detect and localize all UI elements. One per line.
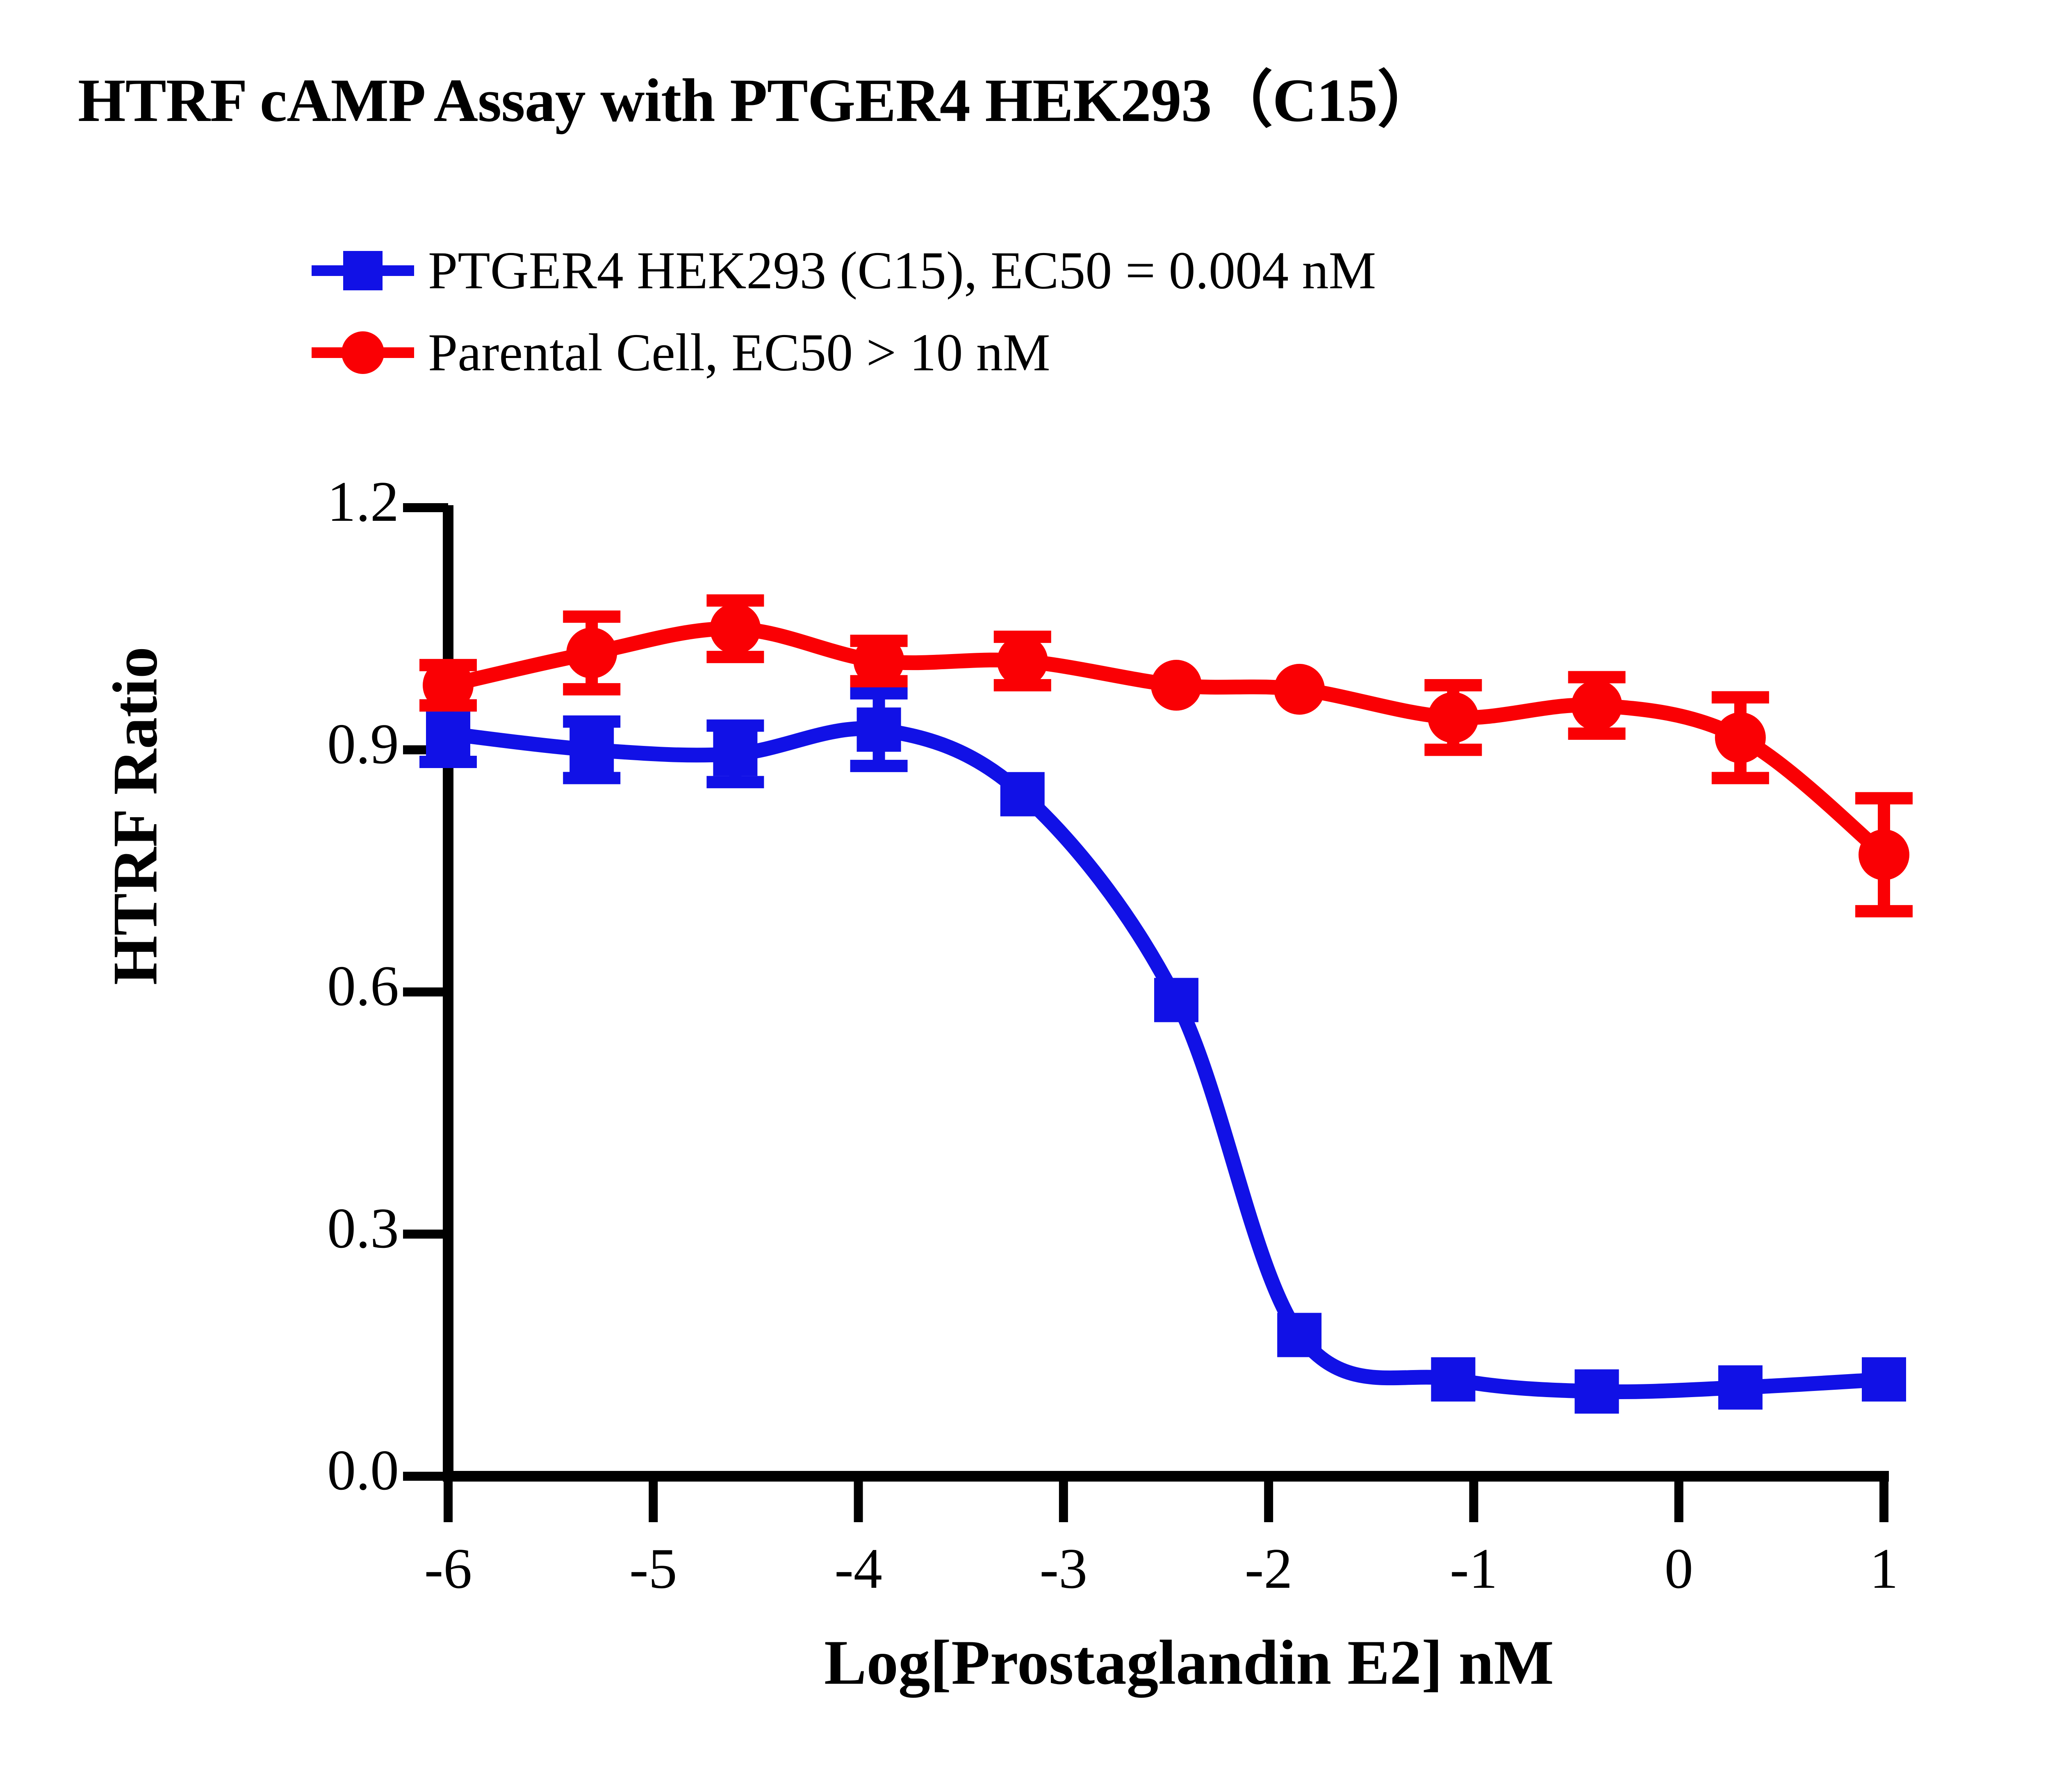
legend-entry-blue[interactable]: PTGER4 HEK293 (C15), EC50 = 0.004 nM (312, 230, 2050, 312)
x-axis-title: Log[Prostaglandin E2] nM (824, 1627, 1554, 1698)
blue-square-marker-icon (312, 250, 414, 291)
data-point-square (426, 711, 470, 756)
data-point-square (713, 732, 758, 776)
y-axis-title: HTRF Ratio (100, 646, 171, 985)
data-point-square (1718, 1365, 1763, 1410)
legend-label-blue: PTGER4 HEK293 (C15), EC50 = 0.004 nM (428, 241, 1376, 300)
legend-symbol-square (343, 251, 383, 290)
data-point-circle (997, 635, 1048, 686)
y-tick-label: 0.9 (327, 712, 399, 776)
data-point-circle (1274, 663, 1325, 715)
data-point-circle (710, 603, 761, 654)
chart-legend: PTGER4 HEK293 (C15), EC50 = 0.004 nM Par… (312, 230, 2050, 394)
data-point-circle (1151, 660, 1202, 711)
x-tick-label: 0 (1664, 1537, 1693, 1600)
data-point-square (569, 727, 614, 772)
data-point-circle (1715, 712, 1766, 763)
series-red (419, 594, 1913, 918)
data-point-circle (1571, 680, 1622, 731)
data-point-circle (423, 660, 474, 711)
legend-symbol-circle (342, 331, 384, 374)
legend-entry-red[interactable]: Parental Cell, EC50 > 10 nM (312, 312, 2050, 394)
data-point-square (1862, 1357, 1906, 1402)
page-title: HTRF cAMP Assay with PTGER4 HEK293（C15） (78, 66, 1439, 135)
legend-label-red: Parental Cell, EC50 > 10 nM (428, 323, 1050, 382)
data-point-square (1000, 772, 1045, 816)
y-tick-label: 0.3 (327, 1196, 399, 1260)
x-tick-label: -1 (1450, 1537, 1498, 1600)
data-point-square (1574, 1369, 1619, 1414)
data-point-square (856, 707, 901, 752)
data-point-square (1154, 978, 1199, 1022)
y-tick-label: 0.6 (327, 954, 399, 1018)
y-tick-label: 1.2 (327, 470, 399, 533)
x-tick-label: -3 (1039, 1537, 1088, 1600)
x-tick-label: -6 (424, 1537, 472, 1600)
fit-curve (441, 621, 1891, 862)
x-tick-label: 1 (1870, 1537, 1898, 1600)
series-blue (419, 687, 1906, 1414)
x-tick-label: -2 (1244, 1537, 1293, 1600)
data-point-square (1431, 1357, 1476, 1402)
data-point-circle (1859, 829, 1909, 880)
fit-curve (441, 721, 1891, 1400)
red-circle-marker-icon (312, 331, 414, 374)
data-point-circle (566, 627, 617, 679)
x-tick-label: -4 (834, 1537, 882, 1600)
y-tick-label: 0.0 (327, 1439, 399, 1502)
data-point-circle (853, 635, 904, 686)
data-point-circle (1428, 692, 1479, 743)
x-tick-label: -5 (629, 1537, 677, 1600)
data-point-square (1277, 1313, 1322, 1357)
